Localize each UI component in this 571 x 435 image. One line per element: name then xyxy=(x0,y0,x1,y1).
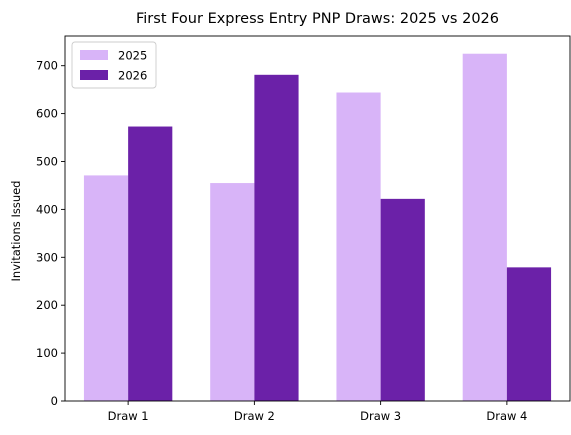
y-tick-label: 100 xyxy=(36,346,58,360)
plot-area: 0 100 200 300 400 500 600 700 Draw 1 Draw 2 Draw 3… xyxy=(36,35,571,423)
legend-label-2026: 2026 xyxy=(118,69,147,83)
x-tick-label: Draw 1 xyxy=(108,409,149,423)
chart-title: First Four Express Entry PNP Draws: 2025… xyxy=(136,11,499,27)
y-axis-label: Invitations Issued xyxy=(9,181,23,282)
legend: 2025 2026 xyxy=(71,41,157,89)
legend-swatch-2026 xyxy=(80,70,108,80)
y-tick-label: 700 xyxy=(36,59,58,73)
x-tick-label: Draw 2 xyxy=(234,409,275,423)
bar-2026-draw-1 xyxy=(128,126,173,401)
legend-label-2025: 2025 xyxy=(118,49,147,63)
y-tick-label: 500 xyxy=(36,154,58,168)
plot-frame xyxy=(64,35,571,402)
x-tick-label: Draw 4 xyxy=(486,409,527,423)
x-tick-label: Draw 3 xyxy=(360,409,401,423)
bar-2026-draw-3 xyxy=(380,198,425,401)
y-tick-label: 200 xyxy=(36,298,58,312)
bar-2025-draw-1 xyxy=(83,175,129,401)
bar-2025-draw-3 xyxy=(336,92,381,402)
bar-2026-draw-2 xyxy=(254,74,299,402)
y-tick-label: 400 xyxy=(36,202,58,216)
y-tick-label: 300 xyxy=(36,250,58,264)
bar-2025-draw-2 xyxy=(210,183,255,401)
y-tick-label: 0 xyxy=(51,394,58,408)
bar-2026-draw-4 xyxy=(506,267,552,401)
bar-2025-draw-4 xyxy=(462,53,507,401)
y-tick-label: 600 xyxy=(36,107,58,121)
legend-swatch-2025 xyxy=(80,50,108,60)
